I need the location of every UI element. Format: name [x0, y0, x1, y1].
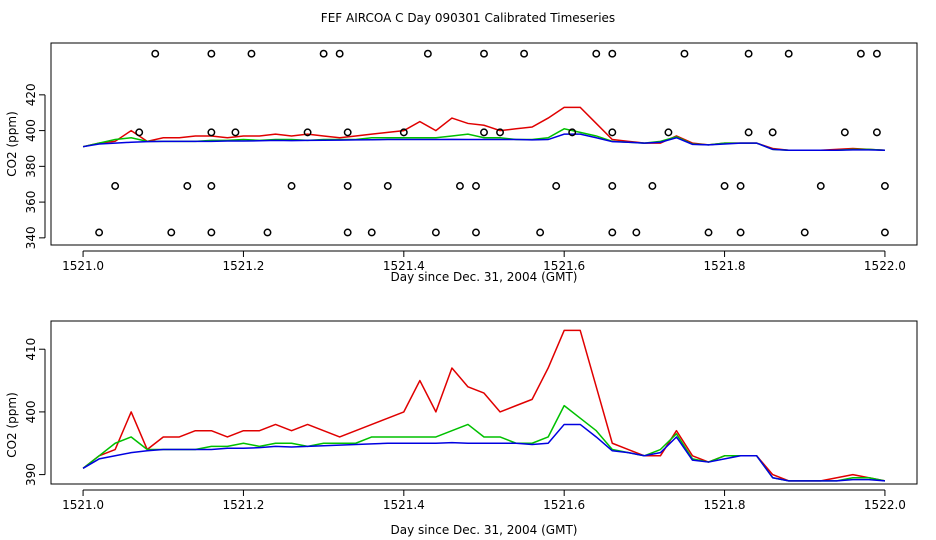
top-marker-circle [263, 228, 272, 237]
top-marker-circle [704, 228, 713, 237]
top-marker-circle [207, 128, 216, 137]
top-marker-circle [680, 49, 689, 58]
bottom-series [82, 329, 886, 482]
top-axes: 1521.0 1521.2 1521.4 1521.6 1521.8 1522.0 340 3… [24, 83, 906, 273]
top-marker-circle [872, 49, 881, 58]
top-y-tick-label: 380 [24, 155, 38, 178]
top-marker-circle [872, 128, 881, 137]
top-marker-circle [744, 128, 753, 137]
top-marker-circle [431, 228, 440, 237]
top-y-tick-label: 400 [24, 119, 38, 142]
top-marker-circle [608, 228, 617, 237]
top-marker-circle [335, 49, 344, 58]
top-marker-circle [520, 49, 529, 58]
top-marker-circle [840, 128, 849, 137]
top-marker-circle [183, 182, 192, 190]
top-marker-circle [608, 182, 617, 190]
top-marker-circle [383, 182, 392, 190]
bottom-y-axis-label: CO2 (ppm) [5, 392, 19, 458]
bottom-axes: 1521.0 1521.2 1521.4 1521.6 1521.8 1522.0 390 4… [24, 338, 906, 512]
top-marker-circle [648, 182, 657, 190]
bottom-series-line-blue [82, 423, 885, 482]
top-marker-circle [343, 228, 352, 237]
top-x-tick-label: 1521.4 [383, 259, 425, 273]
bottom-x-tick-label: 1521.4 [383, 498, 425, 512]
top-y-tick-label: 360 [24, 191, 38, 214]
top-x-tick-label: 1521.2 [222, 259, 264, 273]
top-marker-circle [455, 182, 464, 190]
top-marker-circle [111, 182, 120, 190]
top-x-axis-label: Day since Dec. 31, 2004 (GMT) [391, 270, 578, 284]
top-x-tick-label: 1521.6 [543, 259, 585, 273]
top-marker-circle [303, 128, 312, 137]
top-marker-circle [167, 228, 176, 237]
top-marker-circle [800, 228, 809, 237]
top-marker-circle [472, 182, 480, 190]
top-marker-circle [207, 49, 216, 58]
top-marker-circle [736, 228, 745, 237]
top-marker-circle [880, 182, 889, 190]
top-marker-circle [744, 49, 753, 58]
top-marker-circle [592, 49, 601, 58]
top-series-line-blue [82, 133, 885, 152]
bottom-x-tick-label: 1521.2 [222, 498, 264, 512]
top-marker-circle [552, 182, 561, 190]
top-y-tick-label: 340 [24, 226, 38, 249]
bottom-x-axis-label: Day since Dec. 31, 2004 (GMT) [391, 523, 578, 537]
top-marker-circle [496, 128, 504, 137]
top-marker-circle [736, 182, 745, 190]
top-marker-circle [536, 228, 545, 237]
figure-title: FEF AIRCOA C Day 090301 Calibrated Times… [321, 11, 615, 25]
top-marker-circle [95, 228, 104, 237]
top-marker-circle [880, 228, 889, 237]
top-marker-circle [247, 49, 256, 58]
bottom-x-tick-label: 1522.0 [864, 498, 906, 512]
top-marker-circle [399, 128, 408, 137]
bottom-x-tick-label: 1521.0 [62, 498, 104, 512]
bottom-y-tick-label: 390 [24, 463, 38, 486]
top-marker-circle [151, 49, 160, 58]
top-marker-circle [664, 128, 673, 137]
top-plot-frame [50, 42, 918, 246]
top-marker-circle [343, 182, 352, 190]
top-marker-circle [231, 128, 240, 137]
bottom-x-tick-label: 1521.6 [543, 498, 585, 512]
top-series [82, 106, 885, 152]
bottom-y-tick-label: 410 [24, 338, 38, 361]
bottom-series-line-red [82, 329, 886, 482]
top-marker-circle [632, 228, 641, 237]
top-panel: 1521.0 1521.2 1521.4 1521.6 1521.8 1522.0 340 3… [5, 42, 918, 284]
top-marker-circle [207, 182, 216, 190]
top-x-tick-label: 1522.0 [864, 259, 906, 273]
top-marker-circle [343, 128, 352, 137]
top-y-axis-label: CO2 (ppm) [5, 111, 19, 177]
top-marker-circle [367, 228, 376, 237]
bottom-y-tick-label: 400 [24, 400, 38, 423]
top-x-tick-label: 1521.0 [62, 259, 104, 273]
top-x-tick-label: 1521.8 [704, 259, 746, 273]
top-marker-circle [472, 228, 480, 237]
top-marker-circle [720, 182, 729, 190]
top-marker-circle [784, 49, 793, 58]
top-marker-circle [423, 49, 432, 58]
top-marker-circle [287, 182, 296, 190]
top-marker-circle [768, 128, 777, 137]
top-marker-circle [608, 49, 617, 58]
bottom-x-tick-label: 1521.8 [704, 498, 746, 512]
top-marker-circle [480, 128, 488, 137]
top-marker-circle [608, 128, 617, 137]
top-marker-circle [816, 182, 825, 190]
top-marker-circle [207, 228, 216, 237]
top-markers [95, 49, 889, 237]
top-marker-circle [319, 49, 328, 58]
top-y-tick-label: 420 [24, 83, 38, 106]
top-marker-circle [135, 128, 144, 137]
bottom-panel: 1521.0 1521.2 1521.4 1521.6 1521.8 1522.0 390 4… [5, 320, 918, 537]
top-marker-circle [480, 49, 488, 58]
top-marker-circle [856, 49, 865, 58]
bottom-plot-frame [50, 320, 918, 485]
top-marker-circle [568, 128, 577, 137]
